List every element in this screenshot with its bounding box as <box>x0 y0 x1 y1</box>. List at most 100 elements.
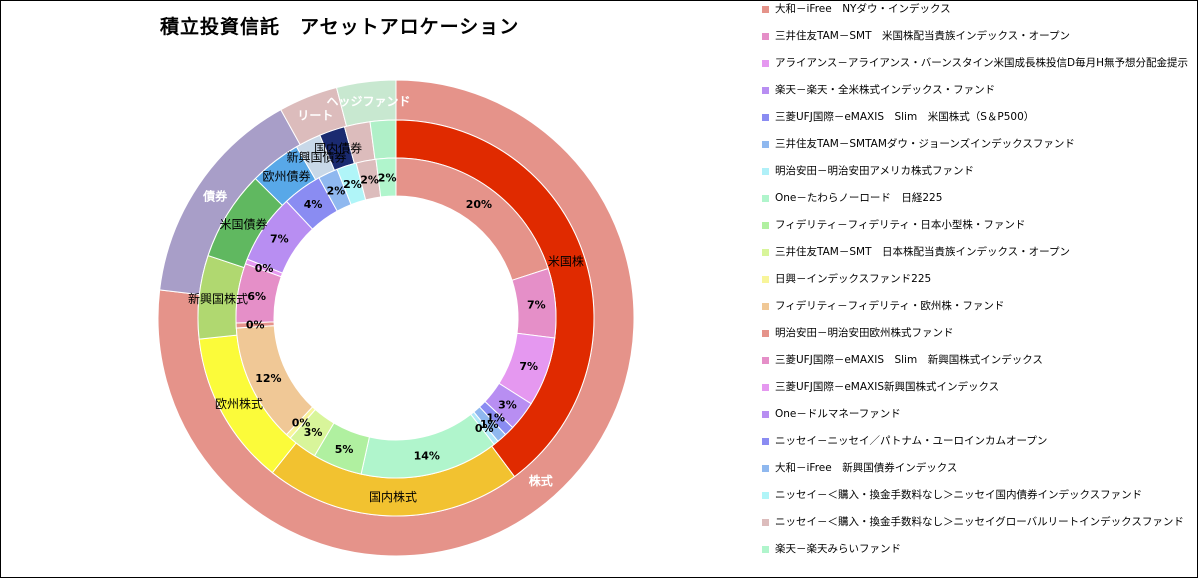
outer_ring-label-3: ヘッジファンド <box>327 95 411 109</box>
inner_ring-label-20: 2% <box>378 171 397 184</box>
legend-item: 明治安田－明治安田欧州株式ファンド <box>760 327 1190 354</box>
inner_ring-label-5: 1% <box>480 418 499 431</box>
legend-item: 三井住友TAM－SMT 米国株配当貴族インデックス・オープン <box>760 30 1190 57</box>
inner_ring-label-19: 2% <box>360 173 379 186</box>
inner_ring-label-13: 6% <box>247 290 266 303</box>
legend-label: ニッセイ－＜購入・換金手数料なし＞ニッセイ国内債券インデックスファンド <box>775 489 1143 501</box>
legend-label: 明治安田－明治安田アメリカ株式ファンド <box>775 165 974 177</box>
legend-item: ニッセイ－ニッセイ／パトナム・ユーロインカムオープン <box>760 435 1190 462</box>
legend-item: 三菱UFJ国際－eMAXIS新興国株式インデックス <box>760 381 1190 408</box>
legend-item: フィデリティ－フィデリティ・欧州株・ファンド <box>760 300 1190 327</box>
legend-swatch <box>762 303 769 310</box>
outer_ring-label-2: リート <box>297 108 333 122</box>
legend-label: アライアンス－アライアンス・バーンスタイン米国成長株投信D毎月H無予想分配金提示 <box>775 57 1188 69</box>
inner_ring-label-8: 5% <box>335 443 354 456</box>
legend-label: 三井住友TAM－SMTAMダウ・ジョーンズインデックスファンド <box>775 138 1075 150</box>
middle_ring-slice-9 <box>369 119 397 160</box>
legend-label: 楽天－楽天・全米株式インデックス・ファンド <box>775 84 996 96</box>
legend-item: 三井住友TAM－SMT 日本株配当貴族インデックス・オープン <box>760 246 1190 273</box>
legend-swatch <box>762 222 769 229</box>
legend-label: 大和－iFree 新興国債券インデックス <box>775 462 958 474</box>
legend-item: One－ドルマネーファンド <box>760 408 1190 435</box>
legend-label: 大和－iFree NYダウ・インデックス <box>775 3 951 15</box>
inner_ring-label-10: 0% <box>292 416 311 429</box>
inner_ring-label-9: 3% <box>304 426 323 439</box>
legend-swatch <box>762 276 769 283</box>
legend-swatch <box>762 546 769 553</box>
inner_ring-label-18: 2% <box>343 178 362 191</box>
inner_ring-label-12: 0% <box>246 319 265 332</box>
middle_ring-label-3: 新興国株式 <box>188 291 248 306</box>
legend-label: フィデリティ－フィデリティ・欧州株・ファンド <box>775 300 1005 312</box>
inner_ring-label-1: 7% <box>527 299 546 312</box>
legend-swatch <box>762 141 769 148</box>
inner_ring-label-15: 7% <box>270 233 289 246</box>
legend-swatch <box>762 60 769 67</box>
inner_ring-label-4: 1% <box>486 412 505 425</box>
legend-label: 三菱UFJ国際－eMAXIS Slim 米国株式（S＆P500） <box>775 111 1035 123</box>
middle_ring-label-2: 欧州株式 <box>215 396 263 411</box>
legend-item: 日興－インデックスファンド225 <box>760 273 1190 300</box>
legend-label: ニッセイ－ニッセイ／パトナム・ユーロインカムオープン <box>775 435 1048 447</box>
legend-label: 明治安田－明治安田欧州株式ファンド <box>775 327 954 339</box>
legend-swatch <box>762 465 769 472</box>
middle_ring-label-6: 新興国債券 <box>286 150 346 165</box>
inner_ring-label-14: 0% <box>255 262 274 275</box>
legend-item: ニッセイ－＜購入・換金手数料なし＞ニッセイグローバルリートインデックスファンド <box>760 516 1190 543</box>
legend-item: 明治安田－明治安田アメリカ株式ファンド <box>760 165 1190 192</box>
legend-label: 三菱UFJ国際－eMAXIS Slim 新興国株式インデックス <box>775 354 1043 366</box>
inner_ring-label-11: 12% <box>255 372 281 385</box>
legend-item: 大和－iFree NYダウ・インデックス <box>760 3 1190 30</box>
legend-swatch <box>762 330 769 337</box>
legend-label: 三井住友TAM－SMT 米国株配当貴族インデックス・オープン <box>775 30 1071 42</box>
legend-label: 三菱UFJ国際－eMAXIS新興国株式インデックス <box>775 381 1000 393</box>
legend-item: 楽天－楽天みらいファンド <box>760 543 1190 570</box>
legend: 大和－iFree NYダウ・インデックス三井住友TAM－SMT 米国株配当貴族イ… <box>760 3 1190 570</box>
legend-swatch <box>762 519 769 526</box>
legend-swatch <box>762 33 769 40</box>
legend-item: 大和－iFree 新興国債券インデックス <box>760 462 1190 489</box>
legend-item: フィデリティ－フィデリティ・日本小型株・ファンド <box>760 219 1190 246</box>
legend-swatch <box>762 249 769 256</box>
legend-label: ニッセイ－＜購入・換金手数料なし＞ニッセイグローバルリートインデックスファンド <box>775 516 1184 528</box>
legend-swatch <box>762 492 769 499</box>
inner_ring-label-16: 4% <box>304 198 323 211</box>
legend-item: 三菱UFJ国際－eMAXIS Slim 新興国株式インデックス <box>760 354 1190 381</box>
legend-swatch <box>762 438 769 445</box>
inner_ring-label-17: 2% <box>327 184 346 197</box>
legend-label: 三井住友TAM－SMT 日本株配当貴族インデックス・オープン <box>775 246 1071 258</box>
legend-item: 三菱UFJ国際－eMAXIS Slim 米国株式（S＆P500） <box>760 111 1190 138</box>
inner_ring-label-2: 7% <box>519 360 538 373</box>
legend-swatch <box>762 168 769 175</box>
middle_ring-label-0: 米国株 <box>548 254 584 269</box>
outer_ring-label-0: 株式 <box>529 473 553 488</box>
middle_ring-label-7: 国内債券 <box>314 141 362 156</box>
middle_ring-label-1: 国内株式 <box>369 489 417 504</box>
legend-label: フィデリティ－フィデリティ・日本小型株・ファンド <box>775 219 1026 231</box>
inner_ring-label-3: 3% <box>498 398 517 411</box>
legend-swatch <box>762 195 769 202</box>
legend-label: One－ドルマネーファンド <box>775 408 901 420</box>
legend-label: 楽天－楽天みらいファンド <box>775 543 901 555</box>
inner_ring-label-7: 14% <box>414 450 440 463</box>
chart-title: 積立投資信託 アセットアロケーション <box>160 16 520 38</box>
legend-item: アライアンス－アライアンス・バーンスタイン米国成長株投信D毎月H無予想分配金提示 <box>760 57 1190 84</box>
inner_ring-label-6: 0% <box>475 422 494 435</box>
inner_ring-slice-20 <box>375 157 397 198</box>
legend-item: 楽天－楽天・全米株式インデックス・ファンド <box>760 84 1190 111</box>
legend-swatch <box>762 87 769 94</box>
legend-label: 日興－インデックスファンド225 <box>775 273 932 285</box>
legend-swatch <box>762 114 769 121</box>
legend-item: One－たわらノーロード 日経225 <box>760 192 1190 219</box>
middle_ring-label-4: 米国債券 <box>219 216 267 231</box>
legend-swatch <box>762 411 769 418</box>
middle_ring-label-5: 欧州債券 <box>263 168 311 183</box>
legend-label: One－たわらノーロード 日経225 <box>775 192 943 204</box>
legend-item: ニッセイ－＜購入・換金手数料なし＞ニッセイ国内債券インデックスファンド <box>760 489 1190 516</box>
outer_ring-label-1: 債券 <box>202 188 228 203</box>
legend-swatch <box>762 384 769 391</box>
legend-item: 三井住友TAM－SMTAMダウ・ジョーンズインデックスファンド <box>760 138 1190 165</box>
legend-swatch <box>762 357 769 364</box>
legend-swatch <box>762 6 769 13</box>
